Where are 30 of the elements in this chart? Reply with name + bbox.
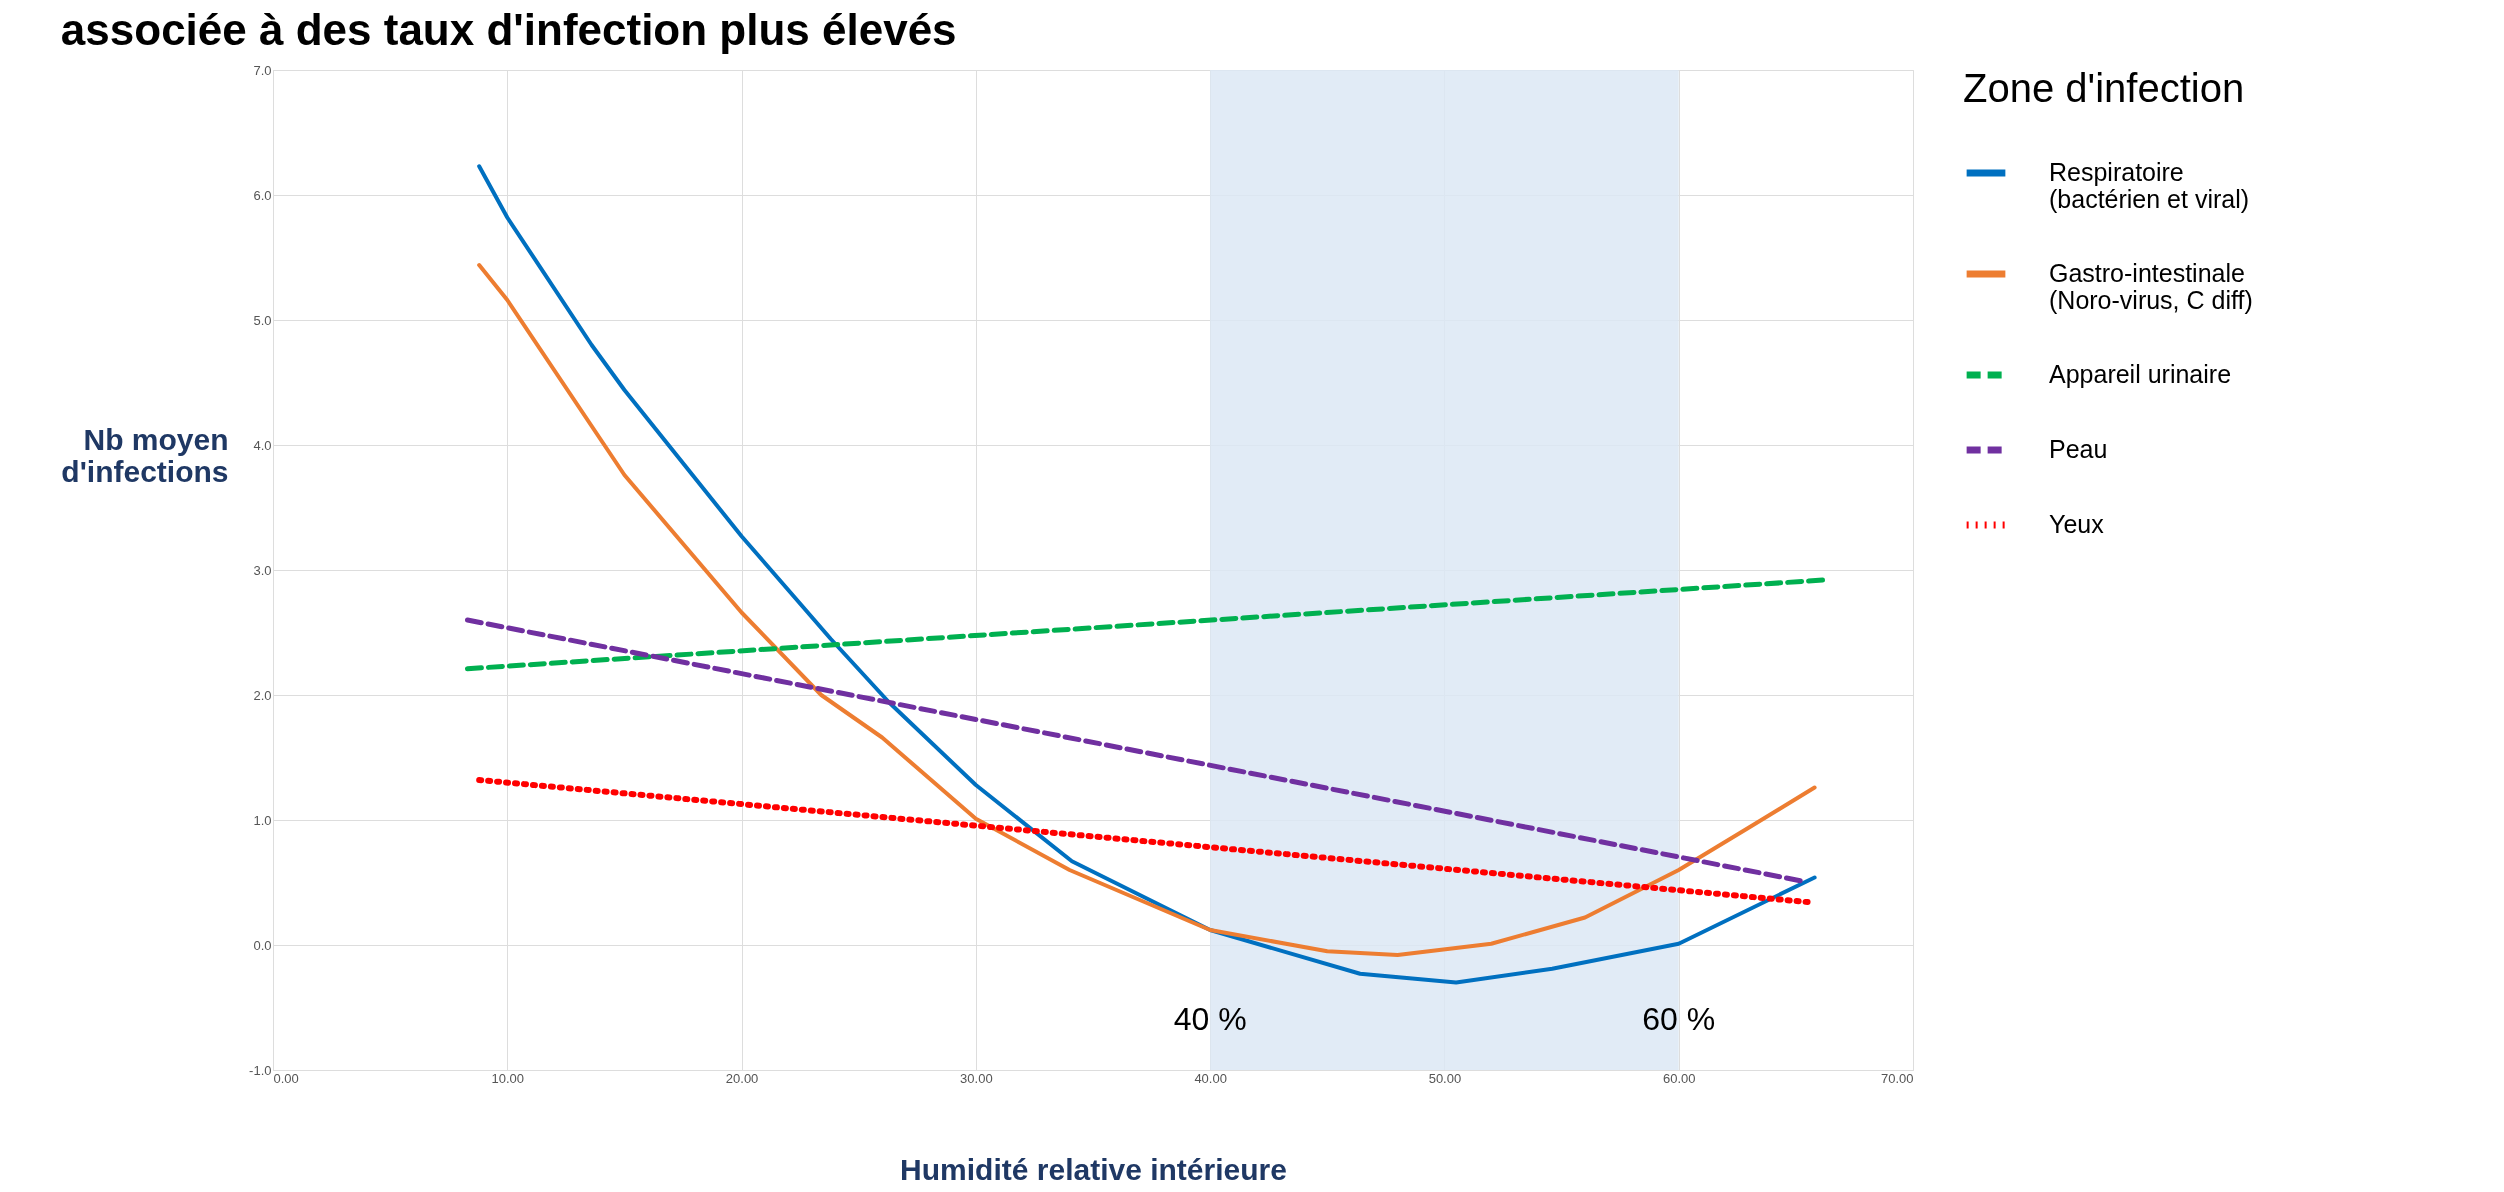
legend-label: Peau <box>2049 435 2108 463</box>
annotation: 60 % <box>1642 1001 1716 1037</box>
x-tick-label: 50.00 <box>1428 1070 1462 1086</box>
y-tick-label: -1.0 <box>249 1062 272 1078</box>
y-tick-label: 5.0 <box>253 312 272 328</box>
y-tick-label: 4.0 <box>253 437 272 453</box>
legend-label: Respiratoire (bactérien et viral) <box>2049 158 2250 213</box>
line-series <box>477 164 1817 985</box>
x-tick-label: 60.00 <box>1662 1070 1696 1086</box>
x-tick-label: 30.00 <box>960 1070 993 1086</box>
y-tick-label: 0.0 <box>253 937 272 953</box>
x-tick-label: 70.00 <box>1880 1070 1914 1086</box>
x-axis-title: Humidité relative intérieure <box>900 1152 1287 1186</box>
legend-title: Zone d'infection <box>1963 66 2245 110</box>
chart-title: associée à des taux d'infection plus élevés <box>60 5 957 54</box>
line-series <box>477 263 1817 957</box>
x-tick-label: 10.00 <box>491 1070 525 1086</box>
y-tick-label: 6.0 <box>253 187 272 203</box>
x-tick-label: 40.00 <box>1194 1070 1227 1086</box>
y-axis-title: Nb moyen d'infections <box>61 422 229 488</box>
legend-label: Gastro-intestinale (Noro-virus, C diff) <box>2049 259 2253 314</box>
annotation: 40 % <box>1173 1001 1247 1037</box>
y-tick-label: 1.0 <box>253 812 272 828</box>
x-tick-label: 20.00 <box>725 1070 759 1086</box>
y-tick-label: 3.0 <box>253 562 272 578</box>
y-tick-label: 2.0 <box>253 687 272 703</box>
y-tick-label: 7.0 <box>253 62 272 78</box>
legend-label: Yeux <box>2049 510 2105 538</box>
x-tick-label: 0.00 <box>273 1070 299 1086</box>
legend-label: Appareil urinaire <box>2049 360 2232 388</box>
